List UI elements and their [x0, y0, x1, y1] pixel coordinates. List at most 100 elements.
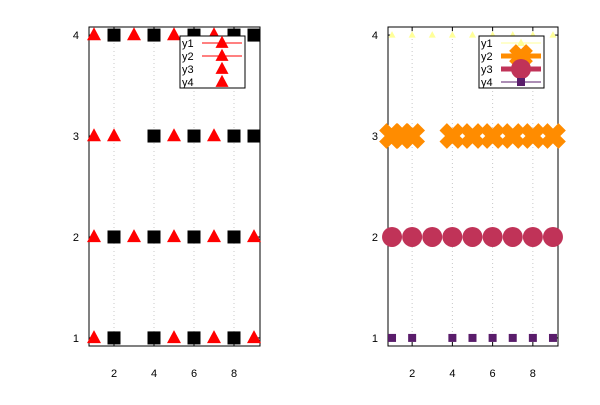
data-point [408, 333, 417, 342]
data-point [439, 123, 466, 149]
data-point [482, 226, 503, 247]
y-tick-label: 4 [73, 30, 79, 42]
data-point [207, 330, 221, 344]
data-point [167, 229, 181, 243]
legend-label: y4 [481, 77, 493, 89]
data-point [107, 28, 121, 42]
series-y4 [388, 333, 557, 342]
data-point [227, 331, 241, 345]
data-point [147, 230, 161, 244]
data-point [388, 31, 396, 38]
x-tick-label: 6 [191, 368, 197, 380]
data-point [207, 128, 221, 142]
x-tick-label: 8 [530, 368, 536, 380]
legend-box [179, 35, 246, 89]
data-point [519, 123, 546, 149]
data-point [549, 31, 557, 38]
legend-label: y1 [182, 38, 194, 50]
legend-marker [511, 59, 531, 79]
data-point [187, 129, 201, 143]
data-point [548, 333, 557, 342]
y-tick-label: 4 [372, 30, 378, 42]
data-point [442, 226, 463, 247]
x-tick-label: 6 [490, 368, 496, 380]
series-y1 [87, 27, 261, 344]
data-point [147, 331, 161, 345]
legend-label: y4 [182, 77, 194, 89]
legend-label: y2 [182, 51, 194, 63]
x-tick-label: 2 [111, 368, 117, 380]
y-tick-label: 2 [372, 232, 378, 244]
data-point [382, 226, 403, 247]
legend-label: y2 [481, 51, 493, 63]
y-tick-label: 3 [73, 131, 79, 143]
y-tick-label: 1 [73, 333, 79, 345]
data-point [167, 27, 181, 41]
data-point [107, 331, 121, 345]
data-point [107, 230, 121, 244]
data-point [428, 31, 436, 38]
data-point [540, 123, 566, 149]
legend-label: y1 [481, 38, 493, 50]
legend-marker [215, 35, 229, 48]
data-point [87, 229, 101, 243]
series-y3 [382, 226, 563, 247]
data-point [187, 331, 201, 345]
data-point [522, 226, 543, 247]
data-point [227, 230, 241, 244]
data-point [127, 27, 141, 41]
data-point [459, 123, 486, 149]
data-point [399, 123, 426, 149]
legend-label: y3 [481, 64, 493, 76]
legend-marker [517, 38, 525, 46]
plot-frame [387, 26, 559, 347]
x-tick-label: 4 [151, 368, 157, 380]
legend-marker [215, 61, 229, 74]
data-point [187, 230, 201, 244]
x-tick-label: 2 [409, 368, 415, 380]
data-point [207, 229, 221, 243]
data-point [468, 31, 476, 38]
data-point [408, 31, 416, 38]
legend-marker [215, 48, 229, 61]
data-point [499, 123, 526, 149]
data-point [227, 129, 241, 143]
data-point [502, 226, 523, 247]
data-point [462, 226, 483, 247]
data-point [468, 333, 477, 342]
data-point [167, 128, 181, 142]
data-point [247, 229, 261, 243]
data-point [422, 226, 443, 247]
data-point [247, 129, 261, 143]
plot-frame [88, 26, 261, 347]
data-point [402, 226, 423, 247]
y-tick-label: 3 [372, 131, 378, 143]
legend-marker [517, 78, 525, 86]
data-point [448, 333, 457, 342]
data-point [147, 28, 161, 42]
data-point [87, 330, 101, 344]
data-point [508, 333, 517, 342]
data-point [127, 229, 141, 243]
y-tick-label: 2 [73, 232, 79, 244]
data-point [247, 330, 261, 344]
data-point [87, 27, 101, 41]
data-point [167, 330, 181, 344]
data-point [87, 128, 101, 142]
data-point [107, 128, 121, 142]
y-tick-label: 1 [372, 333, 378, 345]
data-point [388, 333, 397, 342]
data-point [448, 31, 456, 38]
legend-marker [215, 74, 229, 87]
data-point [488, 333, 497, 342]
data-point [479, 123, 506, 149]
data-point [147, 129, 161, 143]
x-tick-label: 8 [231, 368, 237, 380]
data-point [542, 226, 563, 247]
x-tick-label: 4 [449, 368, 455, 380]
